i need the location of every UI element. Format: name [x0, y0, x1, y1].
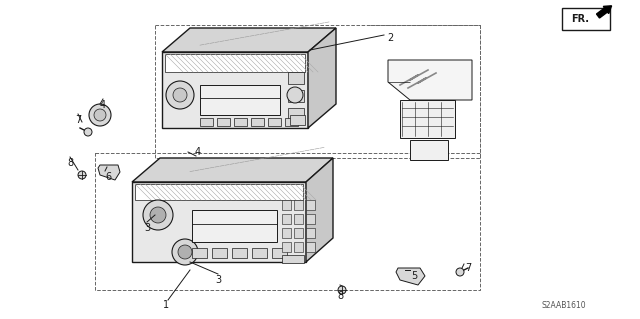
Text: 3: 3 [215, 275, 221, 285]
Text: 3: 3 [144, 223, 150, 233]
Bar [200, 85, 280, 115]
Text: 8: 8 [337, 291, 343, 301]
Bar [234, 118, 247, 126]
Text: 2: 2 [387, 33, 393, 43]
Polygon shape [135, 184, 303, 200]
Bar [288, 108, 304, 120]
Bar [294, 228, 303, 238]
Bar [562, 8, 610, 30]
Circle shape [78, 171, 86, 179]
Bar [400, 100, 455, 138]
Bar [282, 200, 291, 210]
Polygon shape [308, 28, 336, 128]
Polygon shape [162, 28, 336, 52]
Text: 4: 4 [195, 147, 201, 157]
Bar [217, 118, 230, 126]
Bar [294, 214, 303, 224]
Bar [306, 200, 315, 210]
Text: 7: 7 [75, 115, 81, 125]
Polygon shape [306, 158, 333, 262]
Polygon shape [165, 54, 305, 72]
Bar [288, 72, 304, 84]
Text: FR.: FR. [571, 14, 589, 24]
Circle shape [94, 109, 106, 121]
Polygon shape [162, 52, 308, 128]
Bar [285, 118, 298, 126]
Bar [288, 90, 304, 102]
Bar [290, 115, 305, 125]
Bar [282, 242, 291, 252]
Bar [232, 248, 247, 258]
Circle shape [456, 268, 464, 276]
Circle shape [166, 81, 194, 109]
Bar [282, 214, 291, 224]
Polygon shape [388, 60, 472, 100]
Circle shape [143, 200, 173, 230]
Bar [282, 255, 304, 263]
FancyArrow shape [596, 6, 612, 18]
Circle shape [172, 239, 198, 265]
Bar [306, 214, 315, 224]
Bar [212, 248, 227, 258]
Polygon shape [132, 158, 333, 182]
Bar [306, 242, 315, 252]
Bar [192, 248, 207, 258]
Circle shape [173, 88, 187, 102]
Text: 8: 8 [67, 158, 73, 168]
Polygon shape [396, 268, 425, 285]
Text: 6: 6 [105, 172, 111, 182]
Bar [272, 248, 287, 258]
Bar [200, 118, 213, 126]
Bar [268, 118, 281, 126]
Text: S2AAB1610: S2AAB1610 [541, 301, 586, 310]
Circle shape [287, 87, 303, 103]
Circle shape [178, 245, 192, 259]
Text: 7: 7 [465, 263, 471, 273]
Circle shape [89, 104, 111, 126]
Text: 1: 1 [163, 300, 169, 310]
Text: 5: 5 [411, 271, 417, 281]
Bar [282, 228, 291, 238]
Bar [294, 200, 303, 210]
Circle shape [84, 128, 92, 136]
Bar [306, 228, 315, 238]
Polygon shape [98, 165, 120, 180]
Bar [410, 140, 448, 160]
Circle shape [338, 286, 346, 294]
Bar [294, 242, 303, 252]
Polygon shape [132, 182, 306, 262]
Bar [192, 210, 277, 242]
Circle shape [150, 207, 166, 223]
Bar [251, 118, 264, 126]
Bar [252, 248, 267, 258]
Text: 4: 4 [100, 100, 106, 110]
